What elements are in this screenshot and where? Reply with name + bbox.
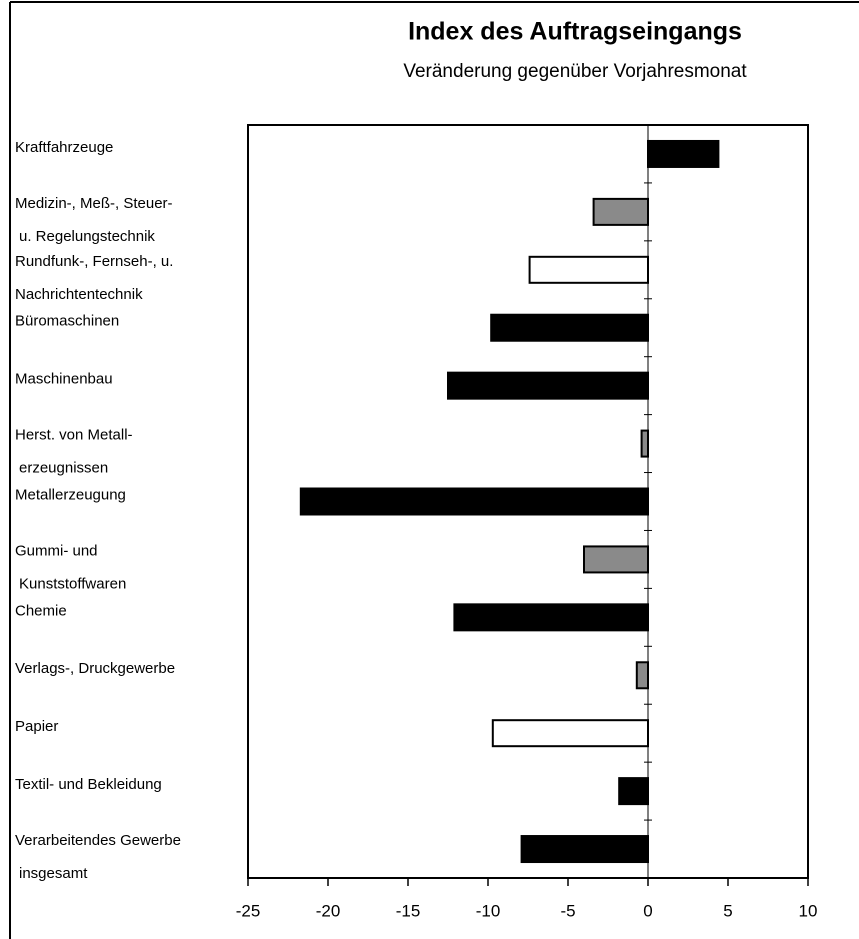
chart-title: Index des Auftragseingangs <box>408 18 742 46</box>
bar <box>647 139 720 168</box>
bar <box>618 777 650 806</box>
y-tick-label: erzeugnissen <box>19 460 108 477</box>
y-tick-label: Nachrichtentechnik <box>15 286 143 303</box>
y-tick-label: Rundfunk-, Fernseh-, u. <box>15 253 173 270</box>
bar <box>640 429 649 458</box>
bar <box>491 719 649 748</box>
bar <box>592 197 649 226</box>
y-tick-label: Herst. von Metall- <box>15 427 133 444</box>
x-tick-label: -10 <box>476 901 501 920</box>
y-tick-label: Metallerzeugung <box>15 486 126 503</box>
x-tick-label: -5 <box>560 901 575 920</box>
plot-frame <box>247 124 809 879</box>
x-tick-label: -20 <box>316 901 341 920</box>
y-tick-label: Verlags-, Druckgewerbe <box>15 660 175 677</box>
x-tick-label: -15 <box>396 901 421 920</box>
y-tick-label: Textil- und Bekleidung <box>15 776 162 793</box>
y-tick-label: Maschinenbau <box>15 371 113 388</box>
y-tick-label: Chemie <box>15 602 67 619</box>
bar <box>635 661 649 690</box>
y-tick-label: Büromaschinen <box>15 313 119 330</box>
bar <box>447 371 649 400</box>
x-tick-label: -25 <box>236 901 261 920</box>
y-tick-label: Papier <box>15 718 58 735</box>
chart-subtitle: Veränderung gegenüber Vorjahresmonat <box>403 61 747 82</box>
y-tick-label: Gummi- und <box>15 542 98 559</box>
y-tick-label: insgesamt <box>19 865 88 882</box>
x-tick-label: 5 <box>723 901 732 920</box>
y-tick-label: Kunststoffwaren <box>19 575 126 592</box>
y-tick-label: Kraftfahrzeuge <box>15 139 113 156</box>
y-tick-label: Medizin-, Meß-, Steuer- <box>15 195 173 212</box>
y-tick-label: u. Regelungstechnik <box>19 228 155 245</box>
bar <box>299 487 649 516</box>
bar <box>490 313 650 342</box>
bar <box>453 603 649 632</box>
bar <box>520 835 649 864</box>
y-tick-label: Verarbeitendes Gewerbe <box>15 832 181 849</box>
bar <box>528 255 649 284</box>
bar <box>583 545 649 574</box>
x-tick-label: 0 <box>643 901 652 920</box>
x-tick-label: 10 <box>799 901 818 920</box>
